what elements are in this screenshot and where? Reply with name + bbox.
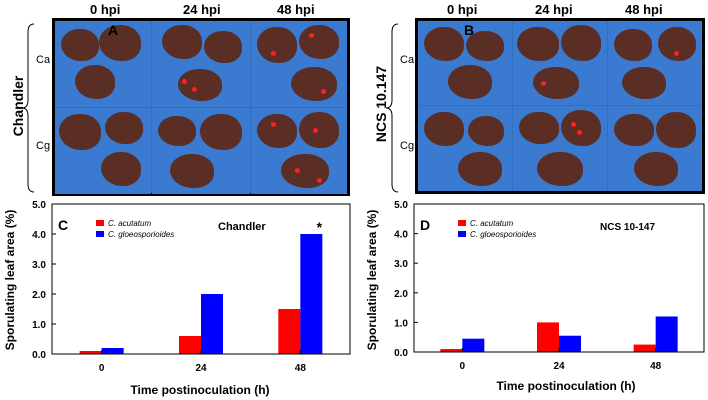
panel-a-cell-ca-0 xyxy=(55,21,151,107)
chart-c-legend-swatch-acutatum xyxy=(96,220,104,226)
panel-a-row-cg: Cg xyxy=(36,140,51,152)
chart-d-bar-0-acutatum xyxy=(440,349,463,352)
chart-d-bar-0-gloeosporioides xyxy=(462,338,485,352)
chart-d-xlabel: Time postinoculation (h) xyxy=(496,379,635,393)
chart-d-xtick-24: 24 xyxy=(553,361,565,372)
chart-c-title: Chandler xyxy=(218,221,266,233)
chart-c-bar-24-gloeosporioides xyxy=(201,294,223,354)
chart-d-xtick-0: 0 xyxy=(460,361,466,372)
chart-d-bar-24-acutatum xyxy=(537,322,559,352)
chart-c-ytick-1: 1.0 xyxy=(32,320,46,331)
chart-d-ytick-4: 4.0 xyxy=(394,230,408,241)
panel-a-brace xyxy=(21,23,35,193)
panel-b-row-ca: Ca xyxy=(400,54,415,66)
panel-b-row-cg: Cg xyxy=(400,140,415,152)
chart-c-legend-swatch-gloeo xyxy=(96,231,104,237)
panel-a-row-ca: Ca xyxy=(36,54,51,66)
chart-d: 0.0 1.0 2.0 3.0 4.0 5.0 0 24 48 D NCS 10-147 C. … xyxy=(365,200,705,393)
panel-a-cell-cg-0 xyxy=(55,108,151,194)
chart-c-xlabel: Time postinoculation (h) xyxy=(130,383,269,397)
chart-d-title: NCS 10-147 xyxy=(600,222,655,233)
chart-d-ytick-2: 2.0 xyxy=(394,289,408,300)
chart-c-ytick-3: 3.0 xyxy=(32,260,46,271)
chart-c-bar-0-acutatum xyxy=(79,351,102,354)
panel-a-photo xyxy=(52,18,350,196)
panel-b-cell-ca-24 xyxy=(513,21,607,105)
chart-d-bar-48-acutatum xyxy=(633,344,656,352)
panel-a-header-0: 0 hpi xyxy=(90,2,121,17)
chart-c-bar-48-gloeosporioides xyxy=(300,234,323,354)
panel-a-cell-ca-24 xyxy=(152,21,250,107)
chart-c-bar-24-acutatum xyxy=(179,336,201,354)
chart-c-bar-48-acutatum xyxy=(278,309,301,354)
panel-a-cell-ca-48 xyxy=(251,21,347,107)
chart-d-legend-swatch-gloeo xyxy=(458,231,466,237)
chart-d-ylabel: Sporulating leaf area (%) xyxy=(365,210,379,351)
chart-c-xtick-24: 24 xyxy=(195,363,207,374)
chart-d-ytick-3: 3.0 xyxy=(394,259,408,270)
panel-b-cell-cg-48 xyxy=(608,106,702,191)
chart-d-legend-gloeo: C. gloeosporioides xyxy=(470,230,536,239)
chart-c: 0.0 1.0 2.0 3.0 4.0 5.0 0 24 48 * C Chandler C. a… xyxy=(3,200,351,397)
chart-c-legend-gloeo: C. gloeosporioides xyxy=(108,230,174,239)
panel-a-header-48: 48 hpi xyxy=(277,2,315,17)
chart-d-ytick-1: 1.0 xyxy=(394,318,408,329)
panel-a-cell-cg-24 xyxy=(152,108,250,194)
chart-d-legend-acutatum: C. acutatum xyxy=(470,219,513,228)
chart-d-frame xyxy=(413,203,705,353)
chart-d-letter: D xyxy=(420,217,430,233)
chart-d-ytick-0: 0.0 xyxy=(394,348,408,359)
chart-c-xtick-0: 0 xyxy=(99,363,105,374)
panel-a-letter: A xyxy=(108,22,119,38)
panel-b-photo xyxy=(415,18,705,194)
panel-b-cell-ca-0 xyxy=(418,21,512,105)
chart-c-legend-acutatum: C. acutatum xyxy=(108,219,151,228)
panel-b-cell-cg-24 xyxy=(513,106,607,191)
chart-c-xtick-48: 48 xyxy=(295,363,307,374)
panel-b-header-0: 0 hpi xyxy=(447,2,478,17)
panel-a-header-24: 24 hpi xyxy=(183,2,221,17)
chart-c-frame xyxy=(51,203,351,355)
chart-d-bar-48-gloeosporioides xyxy=(655,316,678,352)
chart-c-bar-0-gloeosporioides xyxy=(101,348,124,354)
chart-d-ytick-5: 5.0 xyxy=(394,200,408,211)
panel-a-cell-cg-48 xyxy=(251,108,347,194)
panel-b-cell-cg-0 xyxy=(418,106,512,191)
chart-c-ylabel: Sporulating leaf area (%) xyxy=(3,210,17,351)
chart-d-legend-swatch-acutatum xyxy=(458,220,466,226)
chart-c-ytick-0: 0.0 xyxy=(32,350,46,361)
panel-b-header-48: 48 hpi xyxy=(625,2,663,17)
chart-d-xtick-48: 48 xyxy=(650,361,662,372)
chart-d-bar-24-gloeosporioides xyxy=(559,335,581,352)
panel-b-brace xyxy=(385,23,399,193)
chart-c-letter: C xyxy=(58,217,68,233)
panel-b-letter: B xyxy=(464,22,475,38)
chart-c-ytick-5: 5.0 xyxy=(32,200,46,211)
panel-b-cell-ca-48 xyxy=(608,21,702,105)
chart-c-ytick-2: 2.0 xyxy=(32,290,46,301)
chart-c-annotation-0: * xyxy=(317,219,323,235)
panel-b-header-24: 24 hpi xyxy=(535,2,573,17)
chart-c-ytick-4: 4.0 xyxy=(32,230,46,241)
